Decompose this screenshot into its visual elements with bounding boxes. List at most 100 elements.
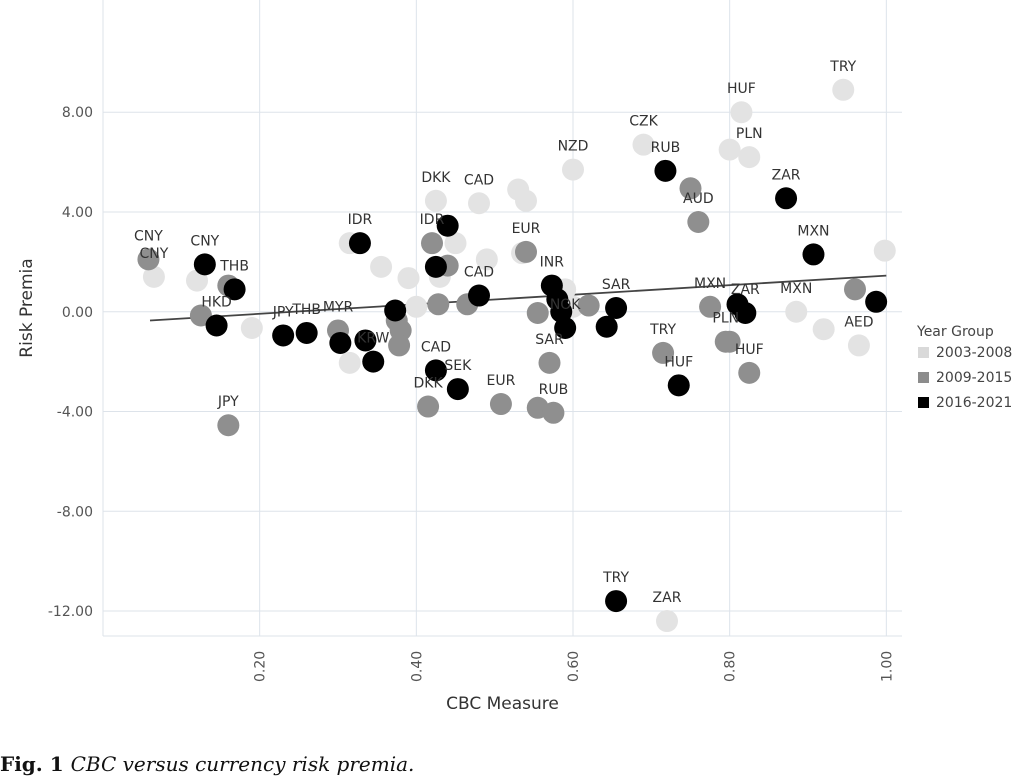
data-points [137, 78, 896, 633]
data-label: TRY [602, 570, 629, 586]
data-label: CNY [134, 228, 163, 244]
data-label: CNY [190, 233, 219, 249]
data-point [217, 414, 240, 437]
data-point [654, 159, 677, 182]
data-label: MYR [323, 299, 354, 315]
data-point [718, 138, 741, 161]
legend-label: 2003-2008 [936, 345, 1012, 361]
data-point [605, 590, 628, 613]
data-point [595, 315, 618, 338]
data-label: DKK [414, 376, 444, 392]
y-tick-labels: -12.00 -8.00 -4.00 0.00 4.00 8.00 [48, 105, 93, 620]
data-point [397, 267, 420, 290]
data-point [785, 300, 808, 323]
y-tick-label: -4.00 [57, 405, 93, 421]
data-label: INR [540, 255, 565, 271]
data-point [554, 316, 577, 339]
data-labels: CNY DKK CAD NZD CZK HUF PLN MXN TRY AED ZAR CNY JPY M… [134, 59, 873, 606]
data-point [205, 314, 228, 337]
y-axis-title: Risk Premia [17, 258, 37, 357]
data-point [421, 232, 443, 255]
legend-swatch [918, 372, 929, 383]
data-point [538, 351, 561, 374]
data-point [562, 158, 584, 181]
data-point [436, 214, 459, 237]
data-label: CAD [464, 172, 494, 188]
data-point [738, 361, 761, 384]
x-tick-label: 0.60 [566, 651, 582, 682]
data-point [679, 177, 702, 200]
data-label: RUB [539, 382, 569, 398]
x-tick-label: 0.20 [253, 651, 269, 682]
data-point [370, 255, 393, 278]
data-label: MXN [780, 281, 812, 297]
data-point [699, 295, 722, 318]
data-point [338, 351, 361, 374]
data-label: THB [291, 302, 321, 318]
data-label: CAD [464, 265, 494, 281]
data-label: HKD [201, 294, 232, 310]
y-tick-label: 0.00 [62, 305, 93, 321]
data-point [489, 393, 512, 416]
data-point [354, 329, 377, 352]
data-label: MXN [797, 223, 829, 239]
data-label: IDR [348, 212, 373, 228]
data-label: HUF [727, 81, 756, 97]
data-point [632, 133, 655, 156]
data-label: CAD [421, 339, 451, 355]
data-label: TRY [829, 59, 856, 75]
data-point [329, 331, 352, 354]
data-label: SEK [444, 358, 472, 374]
data-point [424, 189, 447, 212]
data-label: EUR [512, 221, 541, 237]
y-tick-label: -12.00 [48, 604, 93, 620]
trend-line [149, 274, 887, 322]
legend-swatch [918, 347, 929, 358]
data-label: IDR [420, 212, 445, 228]
data-label: CZK [629, 114, 658, 130]
data-point [844, 278, 866, 301]
data-point [240, 316, 263, 339]
data-point [137, 248, 160, 271]
data-point [475, 248, 498, 271]
data-label: SAR [602, 277, 631, 293]
legend-swatch [918, 397, 929, 408]
data-point [687, 210, 710, 233]
data-label: ZAR [731, 282, 760, 298]
data-label: PLN [736, 126, 763, 142]
data-label: ZAR [653, 590, 682, 606]
data-point [667, 374, 690, 397]
data-label: MXN [694, 276, 726, 292]
x-tick-labels: 0.20 0.40 0.60 0.80 1.00 [253, 651, 896, 682]
data-point [388, 334, 411, 357]
y-tick-label: 4.00 [62, 205, 93, 221]
data-point [272, 324, 295, 347]
data-label: EUR [487, 373, 516, 389]
y-tick-label: -8.00 [57, 504, 93, 520]
data-label: PLN [712, 311, 739, 327]
data-point [652, 341, 675, 364]
data-point [775, 187, 798, 210]
data-point [446, 378, 469, 401]
data-point [847, 334, 870, 357]
data-label: HUF [664, 354, 693, 370]
caption-label: Fig. 1 [0, 752, 64, 776]
data-point [515, 189, 537, 212]
data-point [718, 330, 741, 353]
data-point [189, 304, 212, 327]
data-label: TRY [649, 322, 676, 338]
data-label: HUF [735, 342, 764, 358]
data-point [468, 284, 490, 307]
data-label: JPY [272, 304, 294, 320]
x-axis-title: CBC Measure [446, 694, 559, 714]
data-point [362, 350, 385, 373]
data-point [656, 610, 678, 633]
data-point [542, 401, 565, 424]
data-point [577, 294, 600, 317]
data-point [193, 253, 216, 276]
data-label: JPY [217, 394, 239, 410]
data-point [734, 302, 757, 325]
legend-label: 2009-2015 [936, 370, 1012, 386]
y-tick-label: 8.00 [62, 105, 93, 121]
scatter-chart: CNY DKK CAD NZD CZK HUF PLN MXN TRY AED ZAR CNY JPY M… [17, 0, 1012, 714]
